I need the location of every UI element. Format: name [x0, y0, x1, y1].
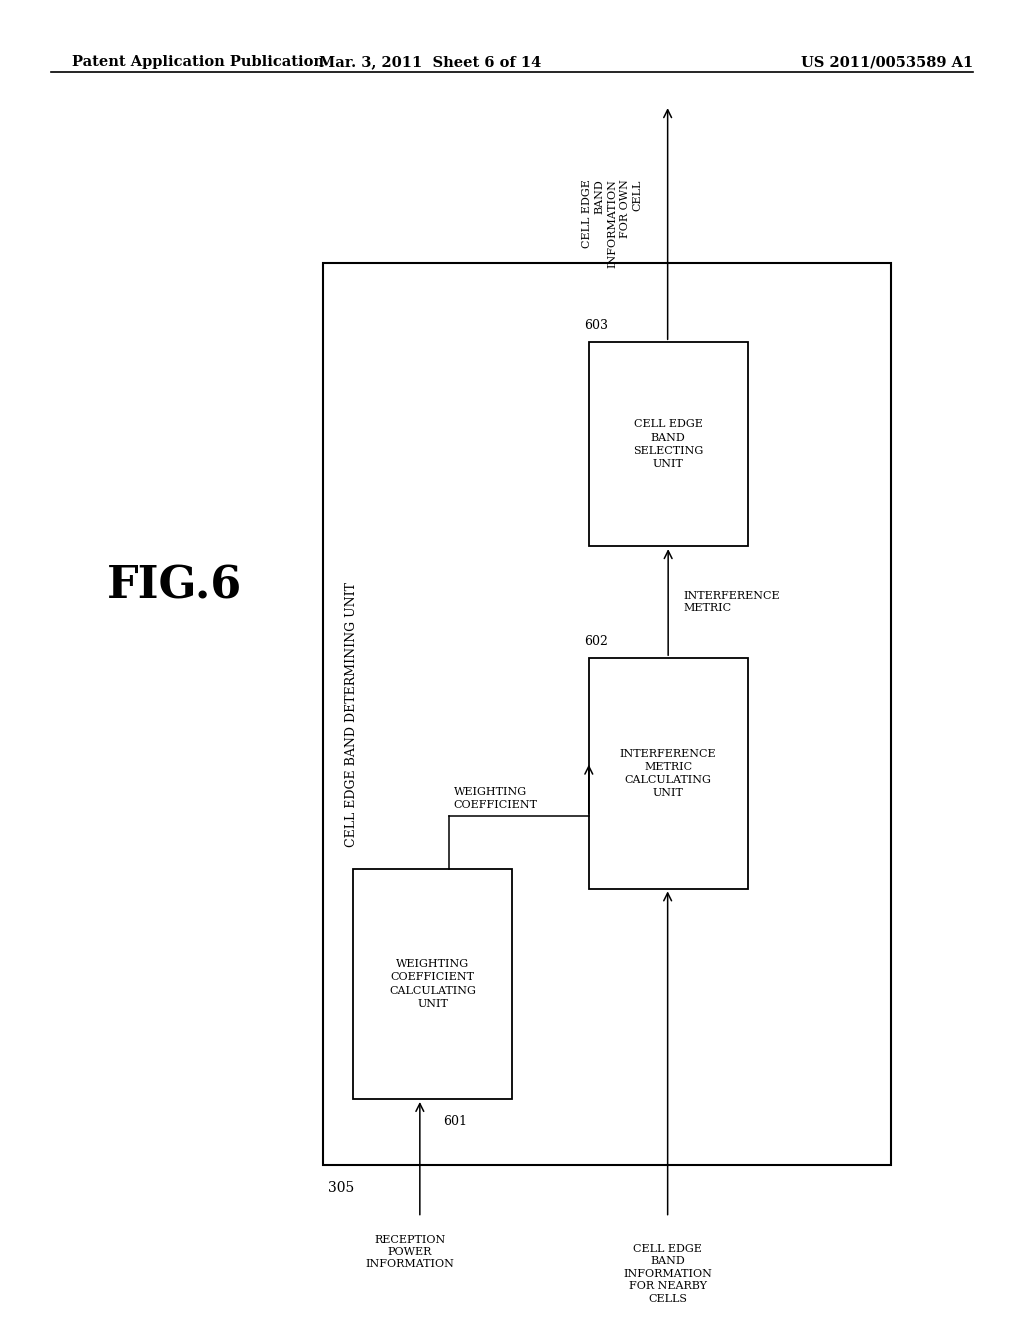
Text: 603: 603 — [584, 318, 607, 331]
Text: Patent Application Publication: Patent Application Publication — [72, 55, 324, 69]
Bar — [589, 659, 748, 888]
Text: INTERFERENCE
METRIC: INTERFERENCE METRIC — [684, 591, 780, 614]
Bar — [323, 263, 891, 1166]
Text: US 2011/0053589 A1: US 2011/0053589 A1 — [801, 55, 973, 69]
Text: CELL EDGE
BAND
INFORMATION
FOR OWN
CELL: CELL EDGE BAND INFORMATION FOR OWN CELL — [583, 180, 642, 268]
Text: INTERFERENCE
METRIC
CALCULATING
UNIT: INTERFERENCE METRIC CALCULATING UNIT — [620, 748, 717, 799]
Text: FIG.6: FIG.6 — [106, 564, 242, 607]
Text: 601: 601 — [442, 1115, 467, 1127]
Text: 305: 305 — [328, 1180, 354, 1195]
Text: CELL EDGE
BAND
INFORMATION
FOR NEARBY
CELLS: CELL EDGE BAND INFORMATION FOR NEARBY CE… — [624, 1243, 712, 1304]
Text: RECEPTION
POWER
INFORMATION: RECEPTION POWER INFORMATION — [366, 1234, 454, 1270]
Bar — [589, 342, 748, 546]
Text: CELL EDGE BAND DETERMINING UNIT: CELL EDGE BAND DETERMINING UNIT — [345, 582, 357, 846]
Text: 602: 602 — [584, 635, 607, 648]
Text: WEIGHTING
COEFFICIENT
CALCULATING
UNIT: WEIGHTING COEFFICIENT CALCULATING UNIT — [389, 960, 476, 1008]
Text: WEIGHTING
COEFFICIENT: WEIGHTING COEFFICIENT — [454, 787, 538, 809]
Text: Mar. 3, 2011  Sheet 6 of 14: Mar. 3, 2011 Sheet 6 of 14 — [318, 55, 542, 69]
Text: CELL EDGE
BAND
SELECTING
UNIT: CELL EDGE BAND SELECTING UNIT — [633, 420, 703, 469]
Bar — [353, 869, 512, 1100]
